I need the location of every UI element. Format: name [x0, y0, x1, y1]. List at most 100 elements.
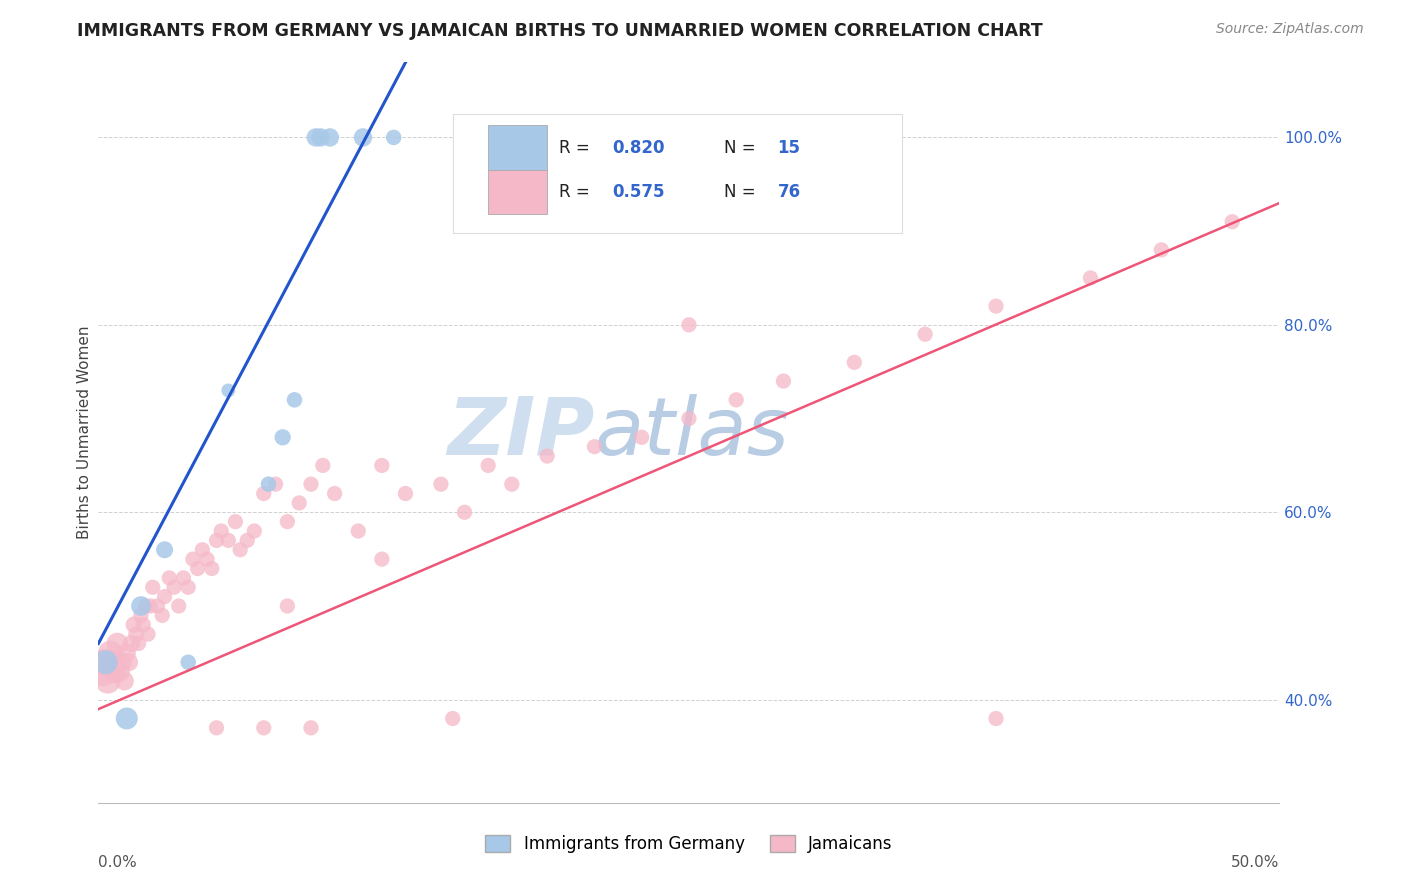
Point [309, 130, 332, 145]
Point [371, 552, 394, 566]
Point [139, 599, 162, 613]
Point [236, 533, 259, 548]
Point [98, 646, 121, 660]
Point [129, 599, 152, 613]
Point [118, 655, 141, 669]
Point [112, 673, 135, 688]
Point [128, 636, 150, 650]
Y-axis label: Births to Unmarried Women: Births to Unmarried Women [77, 326, 91, 540]
Point [844, 355, 866, 369]
Point [177, 655, 200, 669]
Point [253, 486, 276, 500]
Point [323, 486, 346, 500]
Point [319, 130, 342, 145]
Text: R =: R = [560, 183, 595, 201]
Point [678, 318, 700, 332]
Point [253, 721, 276, 735]
Point [1080, 271, 1102, 285]
Point [195, 552, 218, 566]
Point [167, 599, 190, 613]
Point [191, 542, 214, 557]
Text: 50.0%: 50.0% [1232, 855, 1279, 870]
Text: ZIP: ZIP [447, 393, 595, 472]
Point [217, 384, 239, 398]
Point [153, 542, 176, 557]
Point [205, 533, 228, 548]
Point [595, 130, 617, 145]
Legend: Immigrants from Germany, Jamaicans: Immigrants from Germany, Jamaicans [477, 826, 901, 861]
Text: 0.575: 0.575 [612, 183, 665, 201]
Point [205, 721, 228, 735]
Point [91, 665, 114, 679]
Point [271, 430, 294, 444]
Point [725, 392, 748, 407]
Point [111, 655, 134, 669]
Point [1220, 215, 1243, 229]
Text: 0.820: 0.820 [612, 138, 665, 157]
Point [209, 524, 232, 538]
Point [264, 477, 287, 491]
Point [146, 599, 169, 613]
Point [352, 130, 374, 145]
Point [536, 449, 558, 463]
Point [105, 636, 128, 650]
Point [122, 617, 145, 632]
Point [224, 515, 246, 529]
Point [288, 496, 311, 510]
Point [101, 655, 124, 669]
Point [430, 477, 453, 491]
Text: N =: N = [724, 138, 761, 157]
Point [136, 627, 159, 641]
Text: N =: N = [724, 183, 761, 201]
Point [181, 552, 204, 566]
Point [153, 590, 176, 604]
Point [347, 524, 370, 538]
FancyBboxPatch shape [488, 169, 547, 214]
Point [115, 646, 138, 660]
Point [187, 561, 209, 575]
Point [283, 392, 305, 407]
Point [135, 599, 157, 613]
Point [371, 458, 394, 473]
Point [914, 327, 936, 342]
Point [984, 711, 1007, 725]
FancyBboxPatch shape [488, 126, 547, 169]
Point [1150, 243, 1173, 257]
Point [501, 477, 523, 491]
Point [382, 130, 405, 145]
Point [312, 458, 335, 473]
Point [129, 608, 152, 623]
Point [299, 721, 322, 735]
Point [94, 655, 117, 669]
Point [157, 571, 180, 585]
Point [394, 486, 416, 500]
Point [125, 627, 148, 641]
Text: 76: 76 [778, 183, 800, 201]
Text: R =: R = [560, 138, 595, 157]
Point [229, 542, 252, 557]
Point [108, 665, 131, 679]
Point [772, 374, 794, 388]
Text: IMMIGRANTS FROM GERMANY VS JAMAICAN BIRTHS TO UNMARRIED WOMEN CORRELATION CHART: IMMIGRANTS FROM GERMANY VS JAMAICAN BIRT… [77, 22, 1043, 40]
Point [477, 458, 499, 473]
Point [97, 673, 120, 688]
Point [678, 411, 700, 425]
Point [984, 299, 1007, 313]
Point [121, 636, 143, 650]
Text: atlas: atlas [595, 393, 789, 472]
Point [453, 505, 475, 519]
Text: 0.0%: 0.0% [98, 855, 138, 870]
Point [94, 655, 117, 669]
Point [257, 477, 280, 491]
Point [276, 599, 298, 613]
Point [177, 580, 200, 594]
Point [243, 524, 266, 538]
Point [163, 580, 186, 594]
Point [583, 440, 606, 454]
Point [276, 515, 298, 529]
Point [441, 711, 464, 725]
Point [630, 430, 652, 444]
Point [172, 571, 194, 585]
Point [115, 711, 138, 725]
FancyBboxPatch shape [453, 114, 901, 233]
